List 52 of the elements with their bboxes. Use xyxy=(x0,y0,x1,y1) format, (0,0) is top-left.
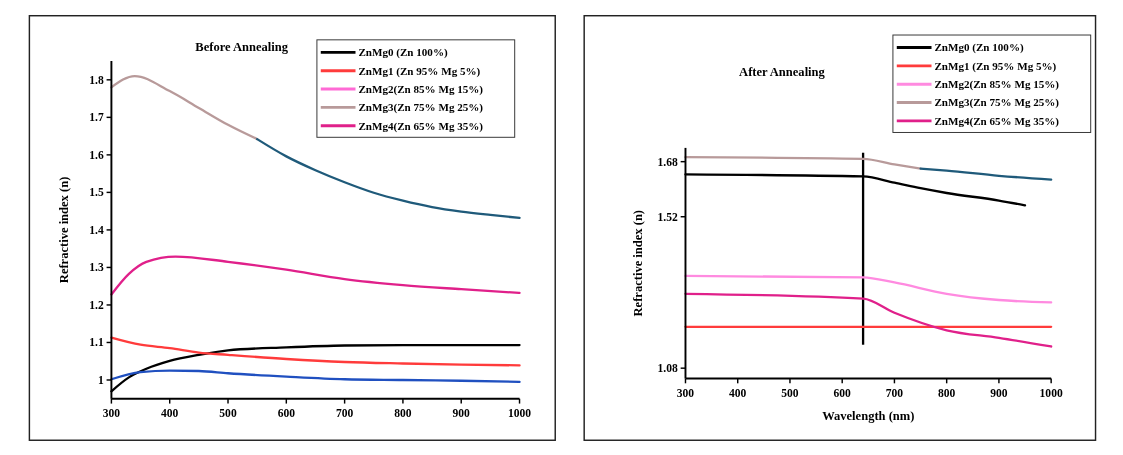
line-series xyxy=(110,255,521,296)
legend-label: ZnMg2(Zn 85% Mg 15%) xyxy=(358,82,484,96)
legend-label: ZnMg4(Zn 65% Mg 35%) xyxy=(934,114,1060,128)
x-tick-label: 600 xyxy=(833,386,852,400)
line-series xyxy=(684,274,1053,304)
x-axis-title: Wavelength (nm) xyxy=(822,408,915,423)
legend-label: ZnMg2(Zn 85% Mg 15%) xyxy=(934,78,1060,92)
legend-label: ZnMg0 (Zn 100%) xyxy=(358,46,448,60)
x-tick-label: 400 xyxy=(161,407,179,421)
y-tick-label: 1.52 xyxy=(657,210,678,224)
line-series xyxy=(110,74,259,141)
line-series xyxy=(110,336,521,367)
y-tick-label: 1.68 xyxy=(657,155,678,169)
legend-label: ZnMg1 (Zn 95% Mg 5%) xyxy=(934,59,1057,73)
y-tick-label: 1 xyxy=(97,373,104,387)
line-series xyxy=(919,167,1053,181)
y-tick-label: 1.5 xyxy=(89,186,104,200)
line-series xyxy=(110,369,521,384)
y-tick-label: 1.08 xyxy=(657,362,678,376)
legend-label: ZnMg3(Zn 75% Mg 25%) xyxy=(358,101,484,115)
legend-label: ZnMg3(Zn 75% Mg 25%) xyxy=(934,96,1060,110)
x-tick-label: 1000 xyxy=(1039,386,1063,400)
x-tick-label: 800 xyxy=(938,386,956,400)
legend-label: ZnMg1 (Zn 95% Mg 5%) xyxy=(358,64,481,78)
chart-title: Before Annealing xyxy=(195,40,289,55)
y-tick-label: 1.3 xyxy=(89,261,104,275)
y-axis-title: Refractive index (n) xyxy=(631,209,646,317)
y-tick-label: 1.7 xyxy=(89,111,104,125)
y-tick-label: 1.4 xyxy=(89,223,104,237)
x-tick-label: 400 xyxy=(729,386,747,400)
x-tick-label: 900 xyxy=(452,407,471,421)
line-series xyxy=(256,137,521,220)
chart-title: After Annealing xyxy=(739,64,826,79)
line-series xyxy=(684,156,922,170)
x-tick-label: 300 xyxy=(676,386,695,400)
y-tick-label: 1.1 xyxy=(89,336,104,350)
legend-label: ZnMg4(Zn 65% Mg 35%) xyxy=(358,119,484,133)
x-tick-label: 700 xyxy=(335,407,354,421)
x-tick-label: 700 xyxy=(885,386,904,400)
x-tick-label: 800 xyxy=(394,407,412,421)
x-tick-label: 300 xyxy=(102,407,121,421)
x-tick-label: 1000 xyxy=(507,407,532,421)
line-series xyxy=(684,292,1053,348)
y-axis-title: Refractive index (n) xyxy=(56,176,71,284)
x-tick-label: 900 xyxy=(990,386,1008,400)
y-tick-label: 1.2 xyxy=(89,298,104,312)
legend-label: ZnMg0 (Zn 100%) xyxy=(934,41,1024,55)
x-tick-label: 500 xyxy=(781,386,799,400)
x-tick-label: 500 xyxy=(219,407,237,421)
x-tick-label: 600 xyxy=(277,407,296,421)
y-tick-label: 1.6 xyxy=(89,148,104,162)
y-tick-label: 1.8 xyxy=(89,73,104,87)
